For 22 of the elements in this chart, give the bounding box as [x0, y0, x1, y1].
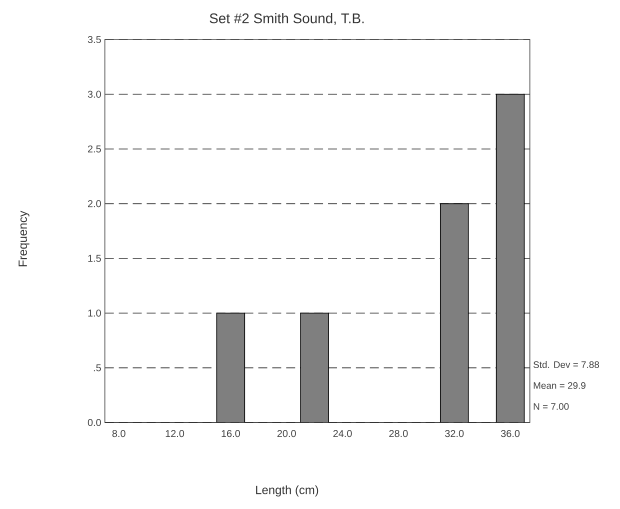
x-tick-label: 12.0: [166, 430, 184, 438]
x-tick-label: 36.0: [500, 430, 520, 438]
y-tick-label: 3.5: [88, 36, 101, 44]
x-tick-label: 28.0: [389, 430, 408, 438]
y-tick-label: .5: [94, 364, 101, 372]
text: N = 7.00: [534, 403, 569, 410]
y-tick-label: 1.5: [88, 254, 101, 262]
y-tick-label: 3.0: [88, 90, 101, 98]
y-tick-label: 2.0: [88, 200, 101, 208]
x-tick-label: 16.0: [222, 430, 240, 438]
x-tick-label: 20.0: [277, 430, 296, 438]
x-tick-label: 8.0: [112, 430, 126, 438]
x-axis-title: Length (cm): [256, 485, 318, 497]
x-tick-label: 32.0: [445, 430, 464, 438]
y-tick-label: 0.0: [88, 419, 101, 426]
y-axis-title: Frequency: [18, 210, 30, 266]
y-tick-label: 2.5: [88, 145, 101, 152]
y-tick-label: 1.0: [88, 310, 101, 317]
x-tick-label: 24.0: [333, 430, 352, 438]
text: Std. Dev = 7.88: [533, 361, 600, 368]
chart-title: Set #2 Smith Sound, T.B.: [210, 13, 364, 25]
text: Mean = 29.9: [534, 382, 586, 389]
